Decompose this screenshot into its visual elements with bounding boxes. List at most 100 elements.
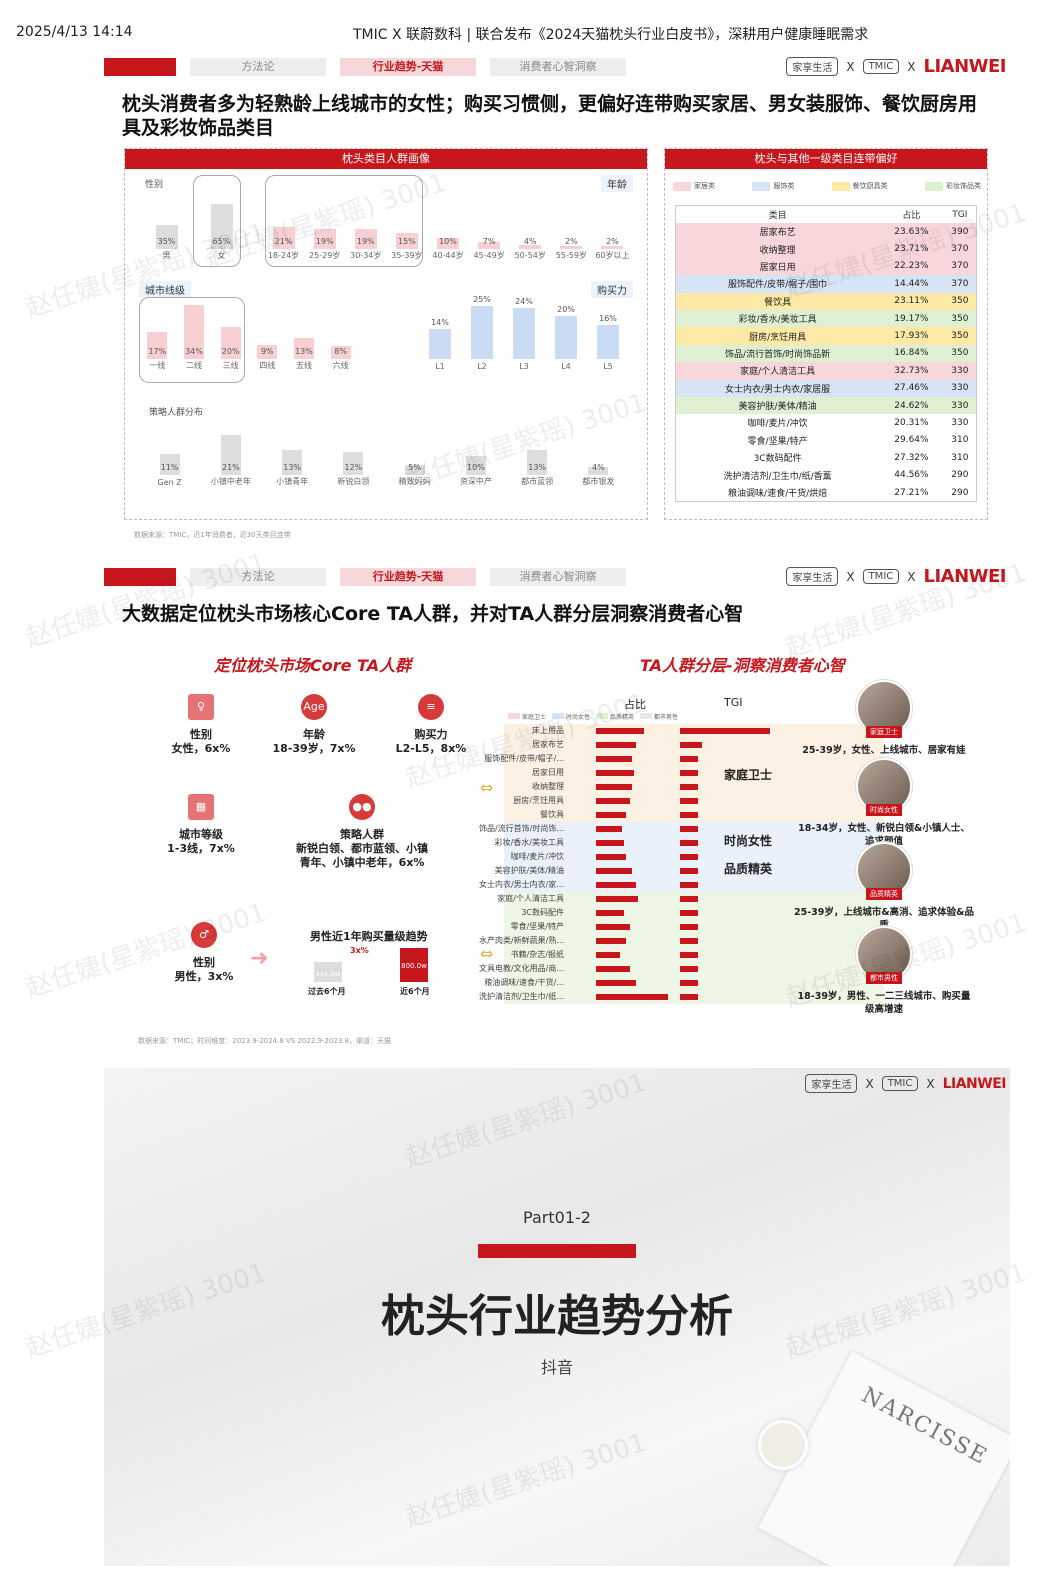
table-cell-tgi: 370 [951,244,969,255]
logo-separator: X [865,1076,874,1091]
section-part: Part01-2 [523,1208,591,1227]
male-trend-chart: xxx.0w 800.0w 3x% [314,946,444,982]
chart-bar [282,450,303,475]
segment-label: 家庭/个人清洁工具 [497,894,564,903]
chart-bar [272,226,295,249]
segment-label: 居家布艺 [532,740,564,749]
segment-row: 文具电教/文化用品/商... [479,962,754,975]
nav-tab-trend: 行业趋势-天猫 [340,58,476,76]
share-bar [596,728,644,734]
data-label: 35% [157,237,176,246]
tgi-bar [680,980,698,986]
share-bar [596,882,636,888]
table-cell-share: 17.93% [894,331,929,342]
table-cell-share: 44.56% [894,470,929,481]
segment-row: 收纳整理 [504,780,754,793]
segment-label: 3C数码配件 [521,908,564,917]
table-cell-cat: 饰品/流行首饰/时尚饰品新 [725,349,831,360]
chart-bar [343,452,364,475]
segment-row: 服饰配件/皮带/帽子/... [484,752,754,765]
table-cell-share: 27.46% [894,383,929,394]
tick-label: 60岁以上 [595,251,630,260]
table-cell-cat: 美容护肤/美体/精油 [738,402,817,413]
table-cell-tgi: 390 [951,226,969,237]
chart-bar [294,338,314,359]
highlight-box [193,175,241,267]
table-cell-tgi: 350 [951,348,969,359]
segment-label: 收纳整理 [532,782,564,791]
nav-tab-insight: 消费者心智洞察 [490,58,626,76]
data-label: 21% [274,237,293,246]
table-cell-share: 19.17% [894,313,929,324]
table-cell-cat: 厨房/烹饪用具 [749,332,807,343]
table-cell-tgi: 330 [951,365,969,376]
city-tier-chart: 17% 一线 34% 二线 20% 三线 9% 四线 13% 五线 8% 六线 [139,295,359,371]
table-cell-cat: 粮油调味/速食/干货/烘焙 [728,489,828,500]
tgi-bar [680,938,698,944]
tgi-bar [680,896,698,902]
category-legend: 家居类 服饰类 餐饮厨具类 彩妆饰品类 [673,179,981,193]
share-bar [596,742,636,748]
tgi-bar [680,728,770,734]
segment-label: 书籍/杂志/报纸 [510,950,564,959]
table-cell-tgi: 290 [951,487,969,498]
legend-item: 彩妆饰品类 [924,179,981,193]
table-cell-tgi: 330 [951,400,969,411]
coins-icon: ≡ [418,694,444,720]
section-title: 枕头行业趋势分析 [381,1291,733,1342]
segment-row: 家庭/个人清洁工具 [497,892,754,905]
slide-1: 方法论 行业趋势-天猫 消费者心智洞察 家享生活 X TMIC X LIANWE… [104,52,1010,557]
segment-bar-chart: 床上用品 居家布艺 服饰配件/皮带/帽子/... 居家日用 收纳整理 厨房/烹饪用具 餐饮具… [479,724,884,1004]
table-cell-share: 27.21% [894,487,929,498]
panel-title: 枕头与其他一级类目连带偏好 [665,149,987,169]
tgi-bar [680,756,698,762]
chart-bar [147,331,168,359]
strategy-chart: 11% Gen Z 21% 小镇中老年 13% 小镇青年 12% 新锐白领 5% 精致妈妈 10% 资… [139,417,629,487]
chart-bar [555,316,577,359]
tick-label: 五线 [295,361,312,370]
data-label: 7% [482,237,496,246]
table-row: 粮油调味/速食/干货/烘焙 27.21% 290 [676,484,976,501]
share-bar [596,826,622,832]
data-label: 15% [397,237,416,246]
chart-bar [354,228,377,249]
chart-bar [471,305,493,359]
segment-row: 女士内衣/男士内衣/家... [479,878,754,891]
tick-label: 资深中产 [459,477,492,486]
table-row: 餐饮具 23.11% 350 [676,292,976,310]
table-cell-tgi: 310 [951,452,969,463]
data-label: 20% [221,347,240,356]
chart-bar [588,467,609,475]
slide-heading: 枕头消费者多为轻熟龄上线城市的女性；购买习惯侧，更偏好连带购买家居、男女装服饰、… [122,93,978,139]
tick-label: 小镇青年 [276,477,309,486]
chart-bar [257,344,278,359]
table-cell-cat: 咖啡/麦片/冲饮 [747,419,808,430]
segment-label: 床上用品 [532,726,564,735]
chart-bar [597,324,619,359]
data-label: 65% [212,237,231,246]
table-cell-cat: 服饰配件/皮带/帽子/围巾 [728,280,828,291]
persona-card: 时尚女性 18-34岁，女性、新锐白领&小镇人士、追求颜值 [794,758,974,848]
legend-text: 时尚女性 [566,713,591,721]
table-cell-tgi: 350 [951,331,969,342]
segment-label: 零食/坚果/特产 [510,922,564,931]
share-bar [596,938,626,944]
col-header-tgi: TGI [952,209,968,220]
tick-label: 50-54岁 [514,251,546,260]
tgi-bar [680,994,698,1000]
segment-label: 女士内衣/男士内衣/家... [478,880,564,889]
share-bar [596,770,634,776]
table-cell-tgi: 370 [951,278,969,289]
table-row: 家庭/个人清洁工具 32.73% 330 [676,362,976,380]
table-row: 美容护肤/美体/精油 24.62% 330 [676,396,976,415]
logo-group: 家享生活 X TMIC X LIANWEI [805,1074,1007,1093]
chart-bar [527,450,548,475]
brand-logo-lianwei: LIANWEI [942,1075,1007,1092]
tgi-bar [680,966,698,972]
past-period-label: 过去6个月 [308,987,346,996]
table-cell-tgi: 370 [951,261,969,272]
legend-item: 家庭卫士 [508,710,546,722]
segment-row: 彩妆/香水/美妆工具 [495,836,754,849]
chart-bar [159,453,180,475]
chart-bar [429,329,451,359]
